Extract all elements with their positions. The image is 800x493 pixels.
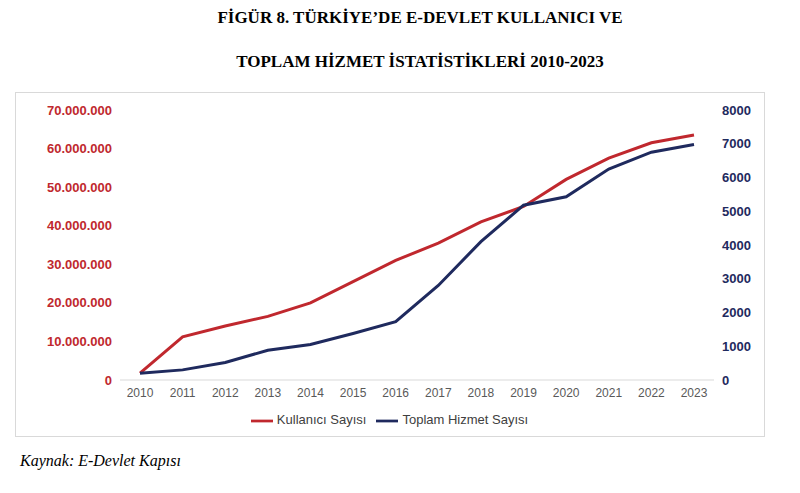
svg-text:50.000.000: 50.000.000: [47, 180, 112, 195]
svg-text:2011: 2011: [170, 386, 196, 400]
svg-text:2021: 2021: [595, 386, 622, 400]
svg-text:2020: 2020: [553, 386, 580, 400]
html-text:TOPLAM HİZMET İSTATİSTİKLERİ 2: TOPLAM HİZMET İSTATİSTİKLERİ 2010-2023: [236, 52, 604, 71]
svg-text:6000: 6000: [722, 170, 751, 185]
svg-text:40.000.000: 40.000.000: [47, 218, 112, 233]
svg-text:2010: 2010: [127, 386, 154, 400]
svg-text:30.000.000: 30.000.000: [47, 257, 112, 272]
svg-text:8000: 8000: [722, 103, 751, 118]
svg-text:70.000.000: 70.000.000: [47, 103, 112, 118]
svg-text:2023: 2023: [681, 386, 708, 400]
svg-text:7000: 7000: [722, 136, 751, 151]
svg-text:5000: 5000: [722, 204, 751, 219]
html-text:Kaynak: E-Devlet Kapısı: Kaynak: E-Devlet Kapısı: [20, 452, 181, 469]
svg-text:0: 0: [105, 373, 112, 388]
svg-text:2018: 2018: [468, 386, 495, 400]
html-text:FİGÜR 8. TÜRKİYE’DE E-DEVLET K: FİGÜR 8. TÜRKİYE’DE E-DEVLET KULLANICI V…: [217, 8, 623, 27]
svg-text:2016: 2016: [382, 386, 409, 400]
svg-text:2012: 2012: [212, 386, 239, 400]
svg-text:3000: 3000: [722, 271, 751, 286]
svg-text:60.000.000: 60.000.000: [47, 141, 112, 156]
svg-text:2017: 2017: [425, 386, 452, 400]
svg-text:2022: 2022: [638, 386, 665, 400]
svg-text:2014: 2014: [297, 386, 324, 400]
svg-text:2013: 2013: [254, 386, 281, 400]
svg-text:0: 0: [722, 373, 729, 388]
svg-text:4000: 4000: [722, 238, 751, 253]
svg-text:2019: 2019: [510, 386, 537, 400]
svg-text:20.000.000: 20.000.000: [47, 295, 112, 310]
svg-text:10.000.000: 10.000.000: [47, 334, 112, 349]
html-text:Kullanıcı Sayısı: Kullanıcı Sayısı: [276, 412, 367, 428]
svg-text:1000: 1000: [722, 339, 751, 354]
svg-text:2015: 2015: [340, 386, 367, 400]
html-text:Toplam Hizmet Sayısı: Toplam Hizmet Sayısı: [402, 412, 529, 428]
svg-text:2000: 2000: [722, 305, 751, 320]
